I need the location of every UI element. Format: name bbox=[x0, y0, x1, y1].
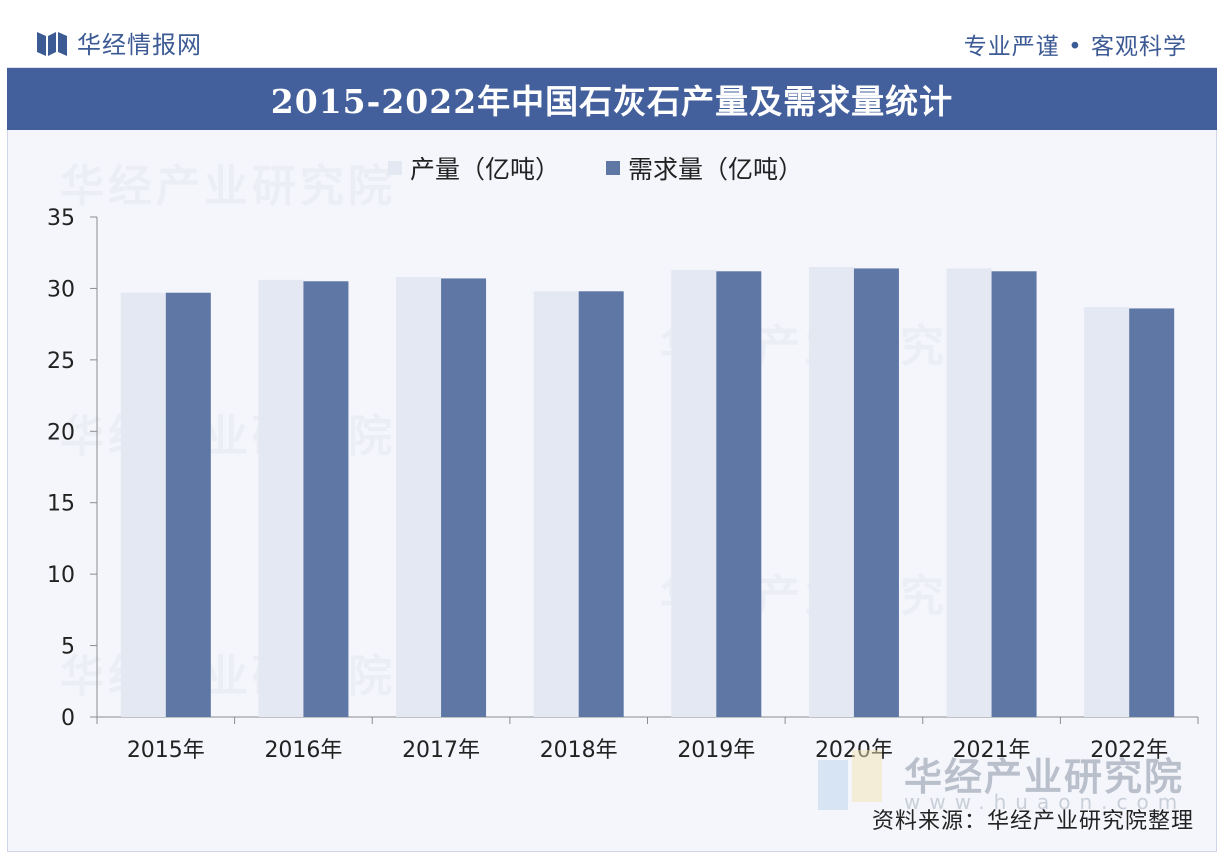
bar-production bbox=[671, 269, 717, 717]
watermark-text: 华经产业研究院 bbox=[60, 161, 396, 212]
legend-swatch-production bbox=[388, 161, 402, 175]
source-note: 资料来源：华经产业研究院整理 bbox=[871, 809, 1194, 834]
top-bar: 华经情报网 专业严谨 • 客观科学 bbox=[7, 7, 1217, 68]
watermark-logo-icon bbox=[818, 750, 882, 810]
bar-demand bbox=[1129, 308, 1175, 717]
bar-demand bbox=[441, 278, 487, 717]
chart-title: 2015-2022年中国石灰石产量及需求量统计 bbox=[270, 82, 954, 121]
watermark-corner-text: 华经产业研究院 bbox=[904, 755, 1185, 799]
legend: 产量（亿吨） 需求量（亿吨） bbox=[388, 150, 849, 186]
x-tick-label: 2022年 bbox=[1090, 738, 1168, 763]
brand-logo-icon bbox=[37, 30, 67, 56]
legend-item-production: 产量（亿吨） bbox=[388, 150, 560, 186]
y-tick-label: 5 bbox=[61, 635, 75, 660]
bar-production bbox=[258, 279, 304, 717]
bar-demand bbox=[991, 271, 1037, 717]
watermark-corner-url: www.huaon.com bbox=[904, 790, 1187, 814]
x-tick-label: 2019年 bbox=[677, 738, 755, 763]
x-tick-label: 2017年 bbox=[402, 738, 480, 763]
bar-production bbox=[808, 267, 854, 717]
bar-demand bbox=[578, 291, 624, 717]
x-tick-label: 2018年 bbox=[540, 738, 618, 763]
watermark-corner: 华经产业研究院 www.huaon.com bbox=[818, 746, 1192, 814]
x-tick-label: 2016年 bbox=[264, 738, 342, 763]
slogan: 专业严谨 • 客观科学 bbox=[963, 34, 1187, 60]
legend-swatch-demand bbox=[606, 161, 621, 175]
legend-label-production: 产量（亿吨） bbox=[410, 155, 561, 184]
bar-production bbox=[533, 291, 579, 717]
brand-name: 华经情报网 bbox=[77, 31, 202, 59]
y-tick-label: 30 bbox=[47, 277, 75, 302]
bar-demand bbox=[716, 271, 762, 717]
y-tick-label: 0 bbox=[61, 706, 75, 731]
bar-demand bbox=[303, 281, 349, 717]
y-tick-label: 35 bbox=[47, 206, 75, 231]
x-tick-label: 2015年 bbox=[127, 738, 205, 763]
x-tick-label: 2021年 bbox=[953, 738, 1031, 763]
bar-demand bbox=[853, 268, 899, 717]
bar-production bbox=[120, 292, 166, 717]
legend-item-demand: 需求量（亿吨） bbox=[606, 150, 803, 186]
y-tick-label: 10 bbox=[47, 563, 75, 588]
legend-label-demand: 需求量（亿吨） bbox=[628, 155, 804, 184]
bar-production bbox=[1084, 307, 1130, 717]
y-tick-label: 20 bbox=[47, 420, 75, 445]
bar-demand bbox=[165, 292, 211, 717]
brand: 华经情报网 bbox=[37, 25, 202, 60]
y-tick-label: 15 bbox=[47, 492, 75, 517]
y-tick-label: 25 bbox=[47, 349, 75, 374]
bar-production bbox=[396, 277, 442, 717]
title-bar: 2015-2022年中国石灰石产量及需求量统计 bbox=[7, 68, 1217, 130]
bar-production bbox=[946, 268, 992, 717]
